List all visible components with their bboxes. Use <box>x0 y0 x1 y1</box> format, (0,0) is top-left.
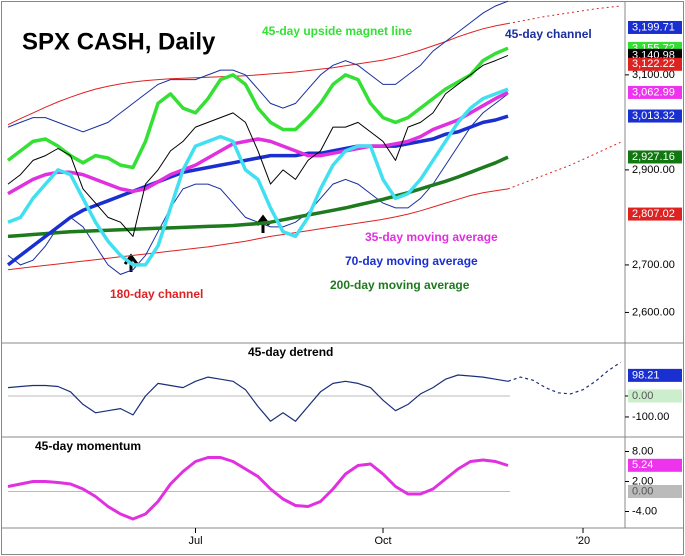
panel-title: 45-day detrend <box>248 345 333 359</box>
y-tick-label: 2,700.00 <box>632 259 675 271</box>
annotation: 45-day upside magnet line <box>262 24 412 38</box>
price-line <box>7 155 509 239</box>
last-value-box <box>628 20 682 34</box>
x-tick-label: '20 <box>576 535 590 547</box>
y-tick-label: 2.00 <box>632 475 653 487</box>
annotation: 200-day moving average <box>330 278 470 292</box>
last-value-label: 5.24 <box>632 459 653 471</box>
last-value-box <box>628 207 682 221</box>
indicator-line <box>7 374 509 422</box>
channel-line <box>507 5 621 24</box>
y-tick-label: 8.00 <box>632 445 653 457</box>
price-line <box>7 87 509 267</box>
price-line <box>6 114 509 267</box>
last-value-box <box>628 458 682 472</box>
panel-title: 45-day momentum <box>35 439 141 453</box>
y-tick-label: 3,100.00 <box>632 69 675 81</box>
last-value-label: 0.00 <box>632 390 653 402</box>
channel-line <box>7 188 509 271</box>
last-value-label: 3,062.99 <box>632 86 675 98</box>
chart-title: SPX CASH, Daily <box>22 28 216 55</box>
y-tick-label: 2,600.00 <box>632 306 675 318</box>
channel-line <box>507 141 621 190</box>
annotation: 45-day channel <box>505 27 592 41</box>
y-tick-label: -100.00 <box>632 411 669 423</box>
last-value-label: 0.00 <box>632 485 653 497</box>
last-value-box <box>628 368 682 382</box>
y-tick-label: 2,900.00 <box>632 164 675 176</box>
last-value-box <box>628 485 682 498</box>
last-value-box <box>628 150 682 164</box>
last-value-label: 3,013.32 <box>632 110 675 122</box>
last-value-box <box>628 85 682 99</box>
annotation: 180-day channel <box>110 287 203 301</box>
last-value-label: 3,199.71 <box>632 21 675 33</box>
x-tick-label: Jul <box>188 535 202 547</box>
y-tick-label: -4.00 <box>632 505 657 517</box>
annotation: 70-day moving average <box>345 254 478 268</box>
annotation: 35-day moving average <box>365 230 498 244</box>
indicator-line <box>507 361 621 395</box>
indicator-line <box>7 456 509 521</box>
price-line <box>7 54 509 237</box>
channel-line <box>7 0 509 133</box>
last-value-label: 2,927.16 <box>632 151 675 163</box>
price-line <box>7 90 509 196</box>
last-value-box <box>628 109 682 123</box>
last-value-box <box>628 389 682 403</box>
last-value-label: 98.21 <box>632 369 660 381</box>
price-line <box>6 46 509 170</box>
last-value-label: 2,807.02 <box>632 208 675 220</box>
x-tick-label: Oct <box>374 535 391 547</box>
last-value-label: 3,122.22 <box>632 58 675 70</box>
last-value-box <box>628 57 682 71</box>
channel-line <box>7 23 509 126</box>
